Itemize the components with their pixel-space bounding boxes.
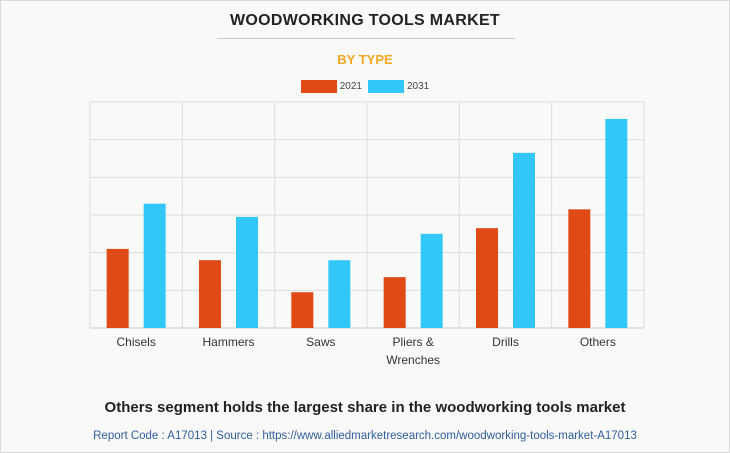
legend-item-2021[interactable]: 2021	[300, 80, 362, 93]
title-divider	[217, 38, 515, 39]
bar-2021-others[interactable]	[568, 209, 591, 328]
bar-2031-chisels[interactable]	[143, 203, 166, 328]
chart-legend: 2021 2031	[1, 80, 729, 93]
bar-2021-pliers-wrenches[interactable]	[383, 277, 406, 328]
x-tick-label: Others	[580, 335, 616, 349]
bar-2031-drills[interactable]	[513, 152, 535, 328]
x-tick-label: Chisels	[116, 335, 155, 349]
chart-title: WOODWORKING TOOLS MARKET	[230, 12, 500, 29]
bar-2021-chisels[interactable]	[106, 248, 129, 328]
bar-2031-others[interactable]	[605, 118, 628, 328]
legend-swatch-2031	[368, 80, 404, 93]
legend-label-2021: 2021	[339, 81, 362, 92]
legend-swatch-2021	[300, 80, 337, 93]
x-tick-label: Saws	[306, 335, 335, 349]
legend-label-2031: 2031	[407, 81, 430, 92]
x-tick-label: Drills	[492, 335, 519, 349]
source-line[interactable]: Report Code : A17013 | Source : https://…	[93, 430, 637, 442]
bar-2031-hammers[interactable]	[236, 216, 258, 328]
bar-2031-saws[interactable]	[328, 260, 351, 328]
bar-2021-hammers[interactable]	[199, 260, 221, 328]
chart-caption: Others segment holds the largest share i…	[104, 399, 626, 416]
x-tick-label: Hammers	[202, 335, 254, 349]
x-tick-label: Pliers & Wrenches	[386, 335, 440, 367]
chart-subtitle: BY TYPE	[337, 52, 393, 67]
bar-2031-pliers-wrenches[interactable]	[420, 233, 443, 328]
legend-item-2031[interactable]: 2031	[368, 80, 429, 93]
bar-2021-drills[interactable]	[476, 228, 498, 328]
bar-2021-saws[interactable]	[291, 292, 314, 328]
